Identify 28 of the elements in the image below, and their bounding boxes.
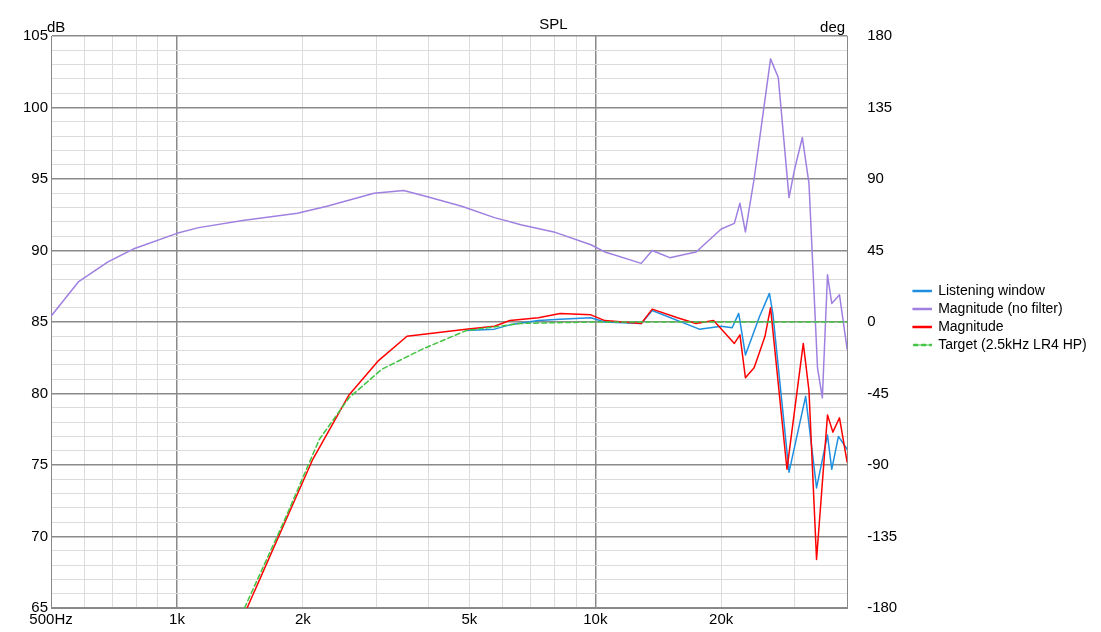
x-tick-label: 10k xyxy=(583,610,608,628)
y-tick-label: 80 xyxy=(31,383,49,401)
y-axis-title: dB xyxy=(47,17,66,35)
y2-tick-label: -45 xyxy=(867,383,889,401)
legend-label: Listening window xyxy=(938,281,1046,298)
x-tick-label: 2k xyxy=(294,610,312,628)
y-tick-label: 75 xyxy=(31,455,49,473)
y2-tick-label: -90 xyxy=(867,455,889,473)
y2-tick-label: 135 xyxy=(867,97,893,115)
x-tick-label: 1k xyxy=(169,610,186,628)
x-tick-label: 20k xyxy=(709,610,734,628)
y2-tick-label: 90 xyxy=(867,169,884,187)
y2-tick-label: 180 xyxy=(867,26,893,44)
y-tick-label: 90 xyxy=(31,240,49,258)
x-tick-label: 5k xyxy=(461,610,478,628)
y2-tick-label: -180 xyxy=(867,598,898,616)
y2-axis-title: deg xyxy=(820,17,846,35)
legend-label: Magnitude (no filter) xyxy=(938,299,1063,316)
y2-tick-label: 45 xyxy=(867,240,884,258)
y2-tick-label: 0 xyxy=(867,312,876,330)
y-tick-label: 100 xyxy=(23,97,49,115)
y-tick-label: 85 xyxy=(31,312,49,330)
legend-label: Magnitude xyxy=(938,317,1004,334)
legend-label: Target (2.5kHz LR4 HP) xyxy=(938,335,1087,352)
y-tick-label: 70 xyxy=(31,526,49,544)
y2-tick-label: -135 xyxy=(867,526,898,544)
y-tick-label: 95 xyxy=(31,169,49,187)
chart-title: SPL xyxy=(539,15,568,33)
